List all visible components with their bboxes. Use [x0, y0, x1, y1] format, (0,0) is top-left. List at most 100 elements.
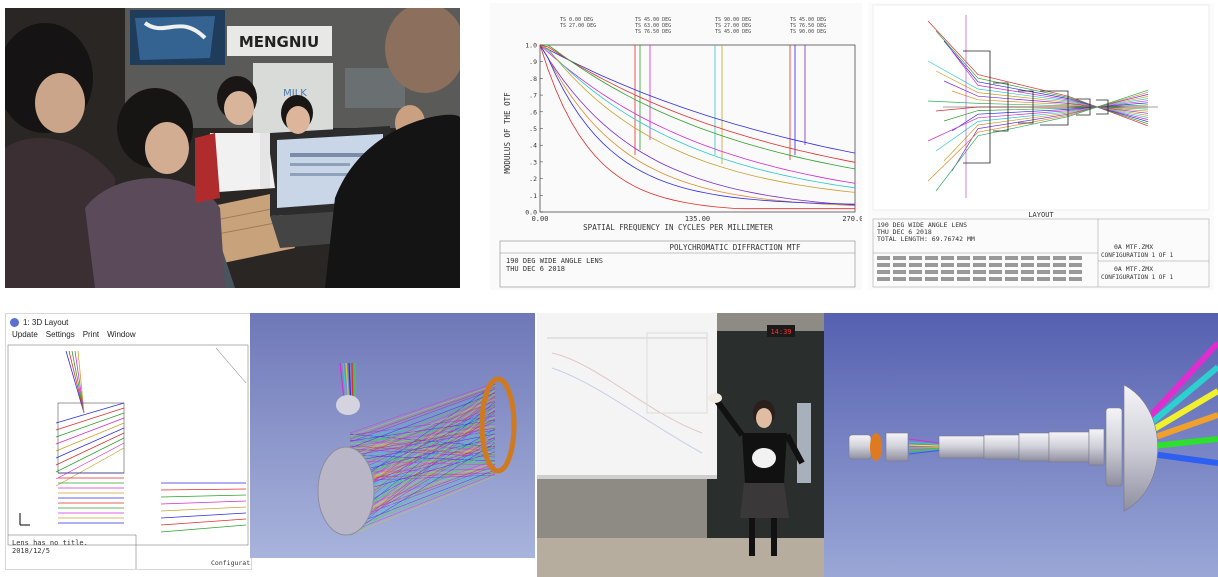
- l3d-ray: [160, 494, 247, 498]
- layout-table-cell: [941, 270, 954, 274]
- r3d-ray: [349, 387, 496, 494]
- mtf-curve: [540, 44, 856, 170]
- layout-table-cell: [1037, 263, 1050, 267]
- shelf-text: MILK: [283, 88, 307, 99]
- l3d-ray: [55, 412, 125, 438]
- r3d-ray: [349, 469, 496, 527]
- layout-table-cell: [973, 270, 986, 274]
- mtf-ytick: .8: [529, 75, 537, 83]
- sign-text: MENGNIU: [239, 33, 319, 51]
- mtf-field-label: TS 76.50 DEG: [635, 29, 671, 35]
- mtf-chart-panel: TS 0.00 DEG TS 27.00 DEG TS 45.00 DEG TS 63…: [490, 3, 862, 290]
- mtf-field-label: TS 45.00 DEG: [790, 17, 826, 23]
- photo-lecture: 14:39: [537, 313, 824, 577]
- menu-print[interactable]: Print: [82, 330, 100, 339]
- layout-table-cell: [909, 263, 922, 267]
- r3d-ray: [349, 391, 496, 500]
- r3d-ray: [349, 473, 496, 533]
- layout-2d-drawing: LAYOUT 190 DEG WIDE ANGLE LENS THU DEC 6…: [872, 4, 1210, 288]
- tube-inner-ray: [908, 448, 940, 452]
- layout-table-cell: [1037, 277, 1050, 281]
- menu-update[interactable]: Update: [12, 330, 38, 339]
- layout-table-cell: [1021, 270, 1034, 274]
- r3d-ray: [349, 405, 496, 526]
- r3d-ray: [349, 407, 496, 529]
- layout-table-cell: [1069, 256, 1082, 260]
- photo-students: MENGNIU MILK: [5, 8, 460, 288]
- layout-3d-titlebar[interactable]: 1: 3D Layout: [6, 314, 251, 330]
- l3d-ray: [71, 350, 85, 414]
- render-lens-tube-scene: [824, 313, 1218, 577]
- r3d-ray: [349, 440, 496, 531]
- layout-3d-window: 1: 3D Layout Update Settings Print Windo…: [5, 313, 252, 570]
- l3d-ray: [55, 407, 125, 431]
- mtf-xlabel: SPATIAL FREQUENCY IN CYCLES PER MILLIMET…: [583, 223, 773, 232]
- layout-table-cell: [989, 270, 1002, 274]
- layout-file-2: 0A MTF.ZMX: [1114, 265, 1153, 273]
- lens-tube-body: [848, 384, 1159, 512]
- layout-table-cell: [877, 270, 890, 274]
- r3d-ray: [349, 418, 496, 493]
- r3d-ray: [349, 398, 496, 458]
- mtf-field-label: TS 27.00 DEG: [715, 23, 751, 29]
- l3d-ray: [55, 427, 125, 459]
- layout-table-cell: [893, 277, 906, 281]
- layout-table-cell: [973, 256, 986, 260]
- layout-table-cell: [1053, 270, 1066, 274]
- tube-inner-ray: [908, 447, 940, 449]
- layout-table-cell: [1005, 263, 1018, 267]
- l3d-ray: [68, 350, 85, 414]
- mtf-curve: [539, 44, 856, 189]
- window-title: 1: 3D Layout: [23, 317, 69, 327]
- r3d-ray: [349, 390, 496, 446]
- layout-table-cell: [957, 277, 970, 281]
- layout-table-cell: [909, 270, 922, 274]
- l3d-ray: [55, 442, 125, 480]
- layout-table-cell: [1005, 256, 1018, 260]
- layout-file-1: 0A MTF.ZMX: [1114, 243, 1153, 251]
- layout-table-cell: [957, 263, 970, 267]
- r3d-ray: [349, 460, 496, 466]
- layout-lens-elements: [943, 50, 1158, 164]
- layout-table-cell: [909, 256, 922, 260]
- mtf-xtick: 135.00: [685, 215, 710, 223]
- layout-table-cell: [957, 256, 970, 260]
- layout-3d-note: Lens has no title.: [12, 539, 88, 547]
- layout-table-cell: [1069, 270, 1082, 274]
- l3d-ray: [160, 500, 247, 505]
- l3d-ray: [55, 432, 125, 466]
- l3d-ray: [55, 437, 125, 473]
- layout-table-cell: [957, 270, 970, 274]
- layout-table-cell: [925, 263, 938, 267]
- r3d-ray: [349, 389, 496, 497]
- layout-3d-drawing: Lens has no title. 2018/12/5 Configurati…: [7, 344, 251, 569]
- photo-students-scene: MENGNIU MILK: [5, 8, 460, 288]
- render-3d-cylinder: [250, 313, 535, 558]
- r3d-ray: [349, 382, 496, 434]
- tube-inner-ray: [908, 450, 940, 455]
- layout-table-cell: [893, 263, 906, 267]
- layout-config-1: CONFIGURATION 1 OF 1: [1101, 252, 1174, 259]
- menu-window[interactable]: Window: [107, 330, 136, 339]
- layout-3d-date: 2018/12/5: [12, 547, 50, 555]
- mtf-field-label: TS 27.00 DEG: [560, 23, 596, 29]
- mtf-ytick: .1: [529, 192, 537, 200]
- l3d-ray: [77, 350, 85, 414]
- r3d-ray: [349, 414, 496, 487]
- layout-table-cell: [973, 277, 986, 281]
- l3d-ray: [55, 402, 125, 424]
- layout-3d-menubar: Update Settings Print Window: [6, 330, 251, 343]
- menu-settings[interactable]: Settings: [45, 330, 75, 339]
- layout-table-cell: [1037, 270, 1050, 274]
- mtf-ytick: 0.0: [525, 209, 537, 217]
- layout-total-length: TOTAL LENGTH: 69.76742 MM: [877, 235, 975, 243]
- mtf-curve: [539, 44, 855, 210]
- layout-date: THU DEC 6 2018: [877, 228, 932, 236]
- mtf-field-label: TS 63.00 DEG: [635, 23, 671, 29]
- tube-inner-ray: [908, 444, 940, 447]
- mtf-ytick: 1.0: [525, 42, 537, 50]
- layout-table-cell: [909, 277, 922, 281]
- photo-lecture-scene: 14:39: [537, 313, 824, 577]
- mtf-field-label: TS 76.50 DEG: [790, 23, 826, 29]
